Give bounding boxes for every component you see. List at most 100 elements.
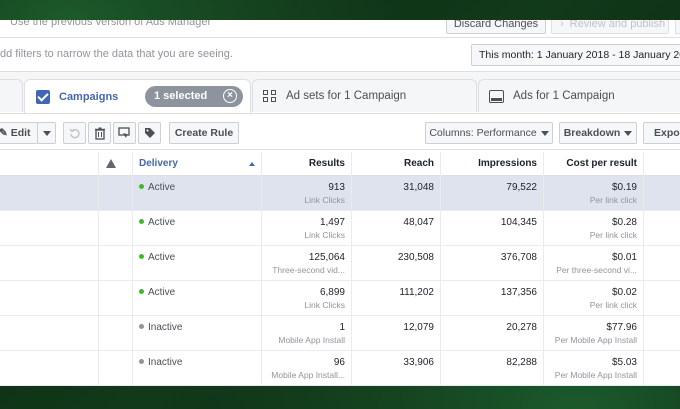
header-delivery-label: Delivery <box>139 158 178 169</box>
results-value: 6,899 <box>319 287 345 298</box>
delivery-cell: Inactive <box>133 316 262 351</box>
reach-cell: 230,508 <box>352 246 441 281</box>
toolbar: ✎ Edit <box>0 113 680 150</box>
status-dot-icon <box>139 184 144 189</box>
impressions-cell: 376,708 <box>441 246 544 281</box>
reach-cell: 12,079 <box>352 316 441 351</box>
warning-cell <box>99 316 133 351</box>
reach-cell: 31,048 <box>352 176 441 211</box>
reach-cell: 48,047 <box>352 211 441 246</box>
edit-button[interactable]: ✎ Edit <box>0 122 38 144</box>
tab-campaigns[interactable]: Campaigns 1 selected × <box>24 79 251 113</box>
table-row[interactable]: Active 6,899 Link Clicks 111,202 137,356 $0.0… <box>0 281 680 316</box>
reach-value: 230,508 <box>397 252 434 263</box>
cost-value: $77.96 <box>606 322 637 333</box>
cost-type: Per link click <box>589 300 637 310</box>
results-type: Link Clicks <box>304 195 345 205</box>
create-rule-button[interactable]: Create Rule <box>169 122 239 144</box>
tag-button[interactable] <box>138 122 161 144</box>
reach-value: 33,906 <box>403 357 434 368</box>
table-row[interactable]: Active 1,497 Link Clicks 48,047 104,345 $0.28… <box>0 211 680 246</box>
table-row[interactable]: Inactive 1 Mobile App Install 12,079 20,278 $… <box>0 316 680 351</box>
more-button[interactable] <box>675 20 680 34</box>
chevron-down-icon <box>42 130 51 136</box>
review-publish-button[interactable]: › Review and publish <box>551 20 669 34</box>
columns-dropdown[interactable]: Columns: Performance <box>425 122 553 144</box>
warning-cell <box>99 211 133 246</box>
chevron-right-icon: › <box>560 20 564 30</box>
export-button[interactable]: Export <box>643 122 680 144</box>
impressions-value: 79,522 <box>506 182 537 193</box>
warning-icon <box>106 159 116 168</box>
header-name[interactable] <box>0 152 99 176</box>
delivery-status: Active <box>139 217 175 228</box>
tab-campaigns-label: Campaigns <box>59 90 119 103</box>
campaigns-table: Delivery Results Reach Impressions Cost … <box>0 152 680 386</box>
tag-icon <box>144 128 155 138</box>
delivery-status-label: Active <box>148 217 176 228</box>
impressions-value: 137,356 <box>500 287 537 298</box>
header-results[interactable]: Results <box>262 152 352 176</box>
name-cell[interactable] <box>0 351 99 386</box>
grid-icon <box>263 89 277 103</box>
undo-button[interactable] <box>63 122 86 144</box>
name-cell[interactable] <box>0 281 99 316</box>
cost-type: Per link click <box>589 230 637 240</box>
warning-cell <box>99 281 133 316</box>
header-reach[interactable]: Reach <box>352 152 441 176</box>
delivery-status: Inactive <box>139 322 182 333</box>
date-range-picker[interactable]: This month: 1 January 2018 - 18 January … <box>471 44 680 66</box>
impressions-cell: 137,356 <box>441 281 544 316</box>
status-dot-icon <box>139 254 144 259</box>
tab-ads[interactable]: Ads for 1 Campaign <box>478 79 680 112</box>
tab-adsets[interactable]: Ad sets for 1 Campaign <box>252 79 477 112</box>
delivery-status: Active <box>139 252 175 263</box>
header-warnings[interactable] <box>99 152 133 176</box>
header-more[interactable] <box>644 152 680 176</box>
tab-ads-label: Ads for 1 Campaign <box>513 90 615 102</box>
impressions-cell: 79,522 <box>441 176 544 211</box>
previous-version-link[interactable]: Use the previous version of Ads Manager <box>10 20 212 28</box>
ads-manager-window: Use the previous version of Ads Manager … <box>0 20 680 386</box>
undo-icon <box>68 128 80 139</box>
extra-cell <box>644 351 680 386</box>
results-cell: 913 Link Clicks <box>262 176 352 211</box>
name-cell[interactable] <box>0 211 99 246</box>
table-row[interactable]: Inactive 96 Mobile App Install... 33,906 82,… <box>0 351 680 386</box>
duplicate-button[interactable] <box>113 122 136 144</box>
header-delivery[interactable]: Delivery <box>133 152 262 176</box>
header-cost-per-result[interactable]: Cost per result <box>544 152 644 176</box>
name-cell[interactable] <box>0 176 99 211</box>
cost-cell: $0.02 Per link click <box>544 281 644 316</box>
filter-input[interactable]: dd filters to narrow the data that you a… <box>0 48 233 60</box>
reach-value: 12,079 <box>403 322 434 333</box>
delivery-status-label: Inactive <box>148 357 183 368</box>
impressions-cell: 82,288 <box>441 351 544 386</box>
delete-button[interactable] <box>88 122 111 144</box>
discard-changes-button[interactable]: Discard Changes <box>446 20 546 34</box>
results-type: Link Clicks <box>304 230 345 240</box>
edit-label: Edit <box>10 127 31 139</box>
selected-count-pill[interactable]: 1 selected × <box>145 86 243 107</box>
header-impressions[interactable]: Impressions <box>441 152 544 176</box>
tab-account[interactable] <box>0 79 23 112</box>
cost-type: Per three-second vi... <box>556 265 637 275</box>
table-row[interactable]: Active 913 Link Clicks 31,048 79,522 $0.19 Per… <box>0 176 680 211</box>
results-value: 1,497 <box>319 217 345 228</box>
extra-cell <box>644 316 680 351</box>
delivery-status: Active <box>139 182 175 193</box>
sort-asc-icon <box>249 162 255 166</box>
table-row[interactable]: Active 125,064 Three-second vid... 230,508 3… <box>0 246 680 281</box>
cost-value: $0.19 <box>611 182 637 193</box>
impressions-value: 82,288 <box>506 357 537 368</box>
breakdown-dropdown[interactable]: Breakdown <box>559 122 637 144</box>
results-cell: 1,497 Link Clicks <box>262 211 352 246</box>
edit-dropdown-button[interactable] <box>37 122 56 144</box>
delivery-cell: Active <box>133 281 262 316</box>
name-cell[interactable] <box>0 246 99 281</box>
name-cell[interactable] <box>0 316 99 351</box>
close-icon[interactable]: × <box>223 89 237 103</box>
results-type: Three-second vid... <box>272 265 345 275</box>
table-header: Delivery Results Reach Impressions Cost … <box>0 152 680 176</box>
cost-type: Per link click <box>589 195 637 205</box>
